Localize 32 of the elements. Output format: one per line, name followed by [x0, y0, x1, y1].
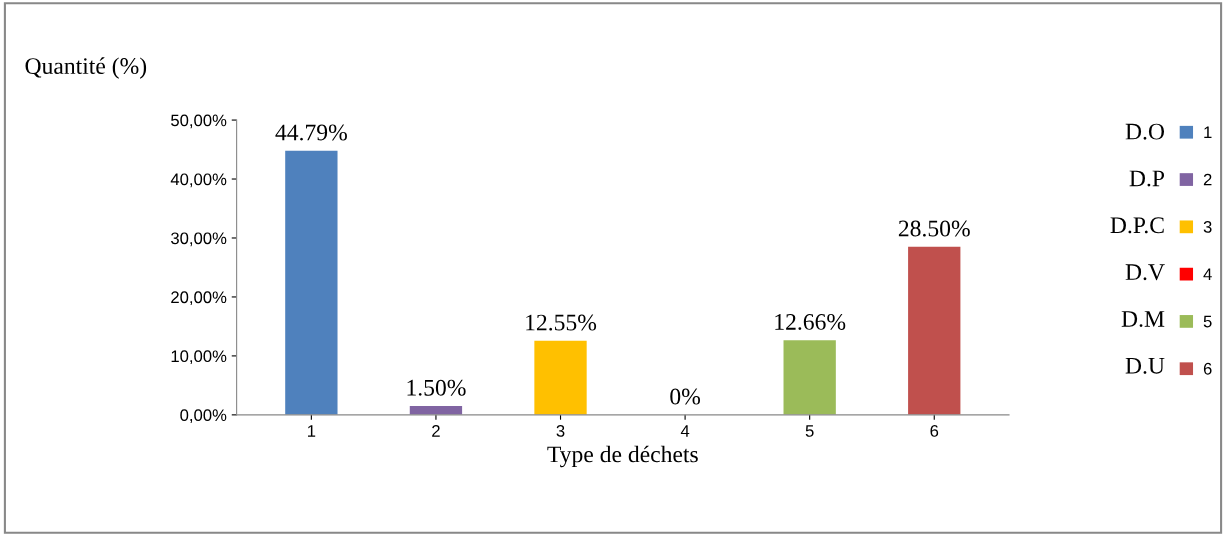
y-tick-label: 30,00%	[171, 232, 227, 247]
text: D.P.C	[1110, 217, 1164, 234]
y-tick-label: 40,00%	[170, 173, 227, 188]
data-label: 28.50%	[898, 220, 970, 237]
x-tick-label: 1	[308, 425, 316, 437]
data-label: 12.55%	[526, 314, 597, 331]
data-label: 0%	[670, 388, 701, 405]
text: D.V	[1125, 264, 1165, 281]
x-tick-label: 2	[432, 425, 440, 437]
y-tick-label: 50,00%	[171, 114, 227, 129]
y-tick-label: 10,00%	[171, 350, 227, 365]
y-axis-title: Quantité (%)	[25, 57, 147, 79]
legend-label: 4	[1203, 268, 1212, 280]
x-tick-label: 5	[805, 425, 814, 437]
x-axis-title: Type de déchets	[547, 445, 698, 468]
y-tick-label: 0,00%	[180, 409, 227, 424]
x-tick-label: 3	[556, 425, 565, 437]
data-label: 1.50%	[407, 379, 466, 396]
text: D.P	[1129, 170, 1165, 187]
legend-label: 2	[1203, 173, 1212, 186]
x-tick-label: 6	[930, 425, 939, 437]
text: D.M	[1121, 311, 1165, 327]
text: D.O	[1125, 123, 1165, 140]
legend-label: 1	[1204, 126, 1212, 139]
data-label: 44.79%	[275, 124, 347, 141]
legend-label: 6	[1203, 362, 1212, 375]
legend-label: 3	[1203, 220, 1212, 233]
text: D.U	[1125, 358, 1165, 374]
legend-label: 5	[1203, 315, 1212, 328]
y-tick-label: 20,00%	[171, 291, 227, 306]
data-label: 12.66%	[775, 313, 846, 330]
x-tick-label: 4	[680, 425, 690, 437]
